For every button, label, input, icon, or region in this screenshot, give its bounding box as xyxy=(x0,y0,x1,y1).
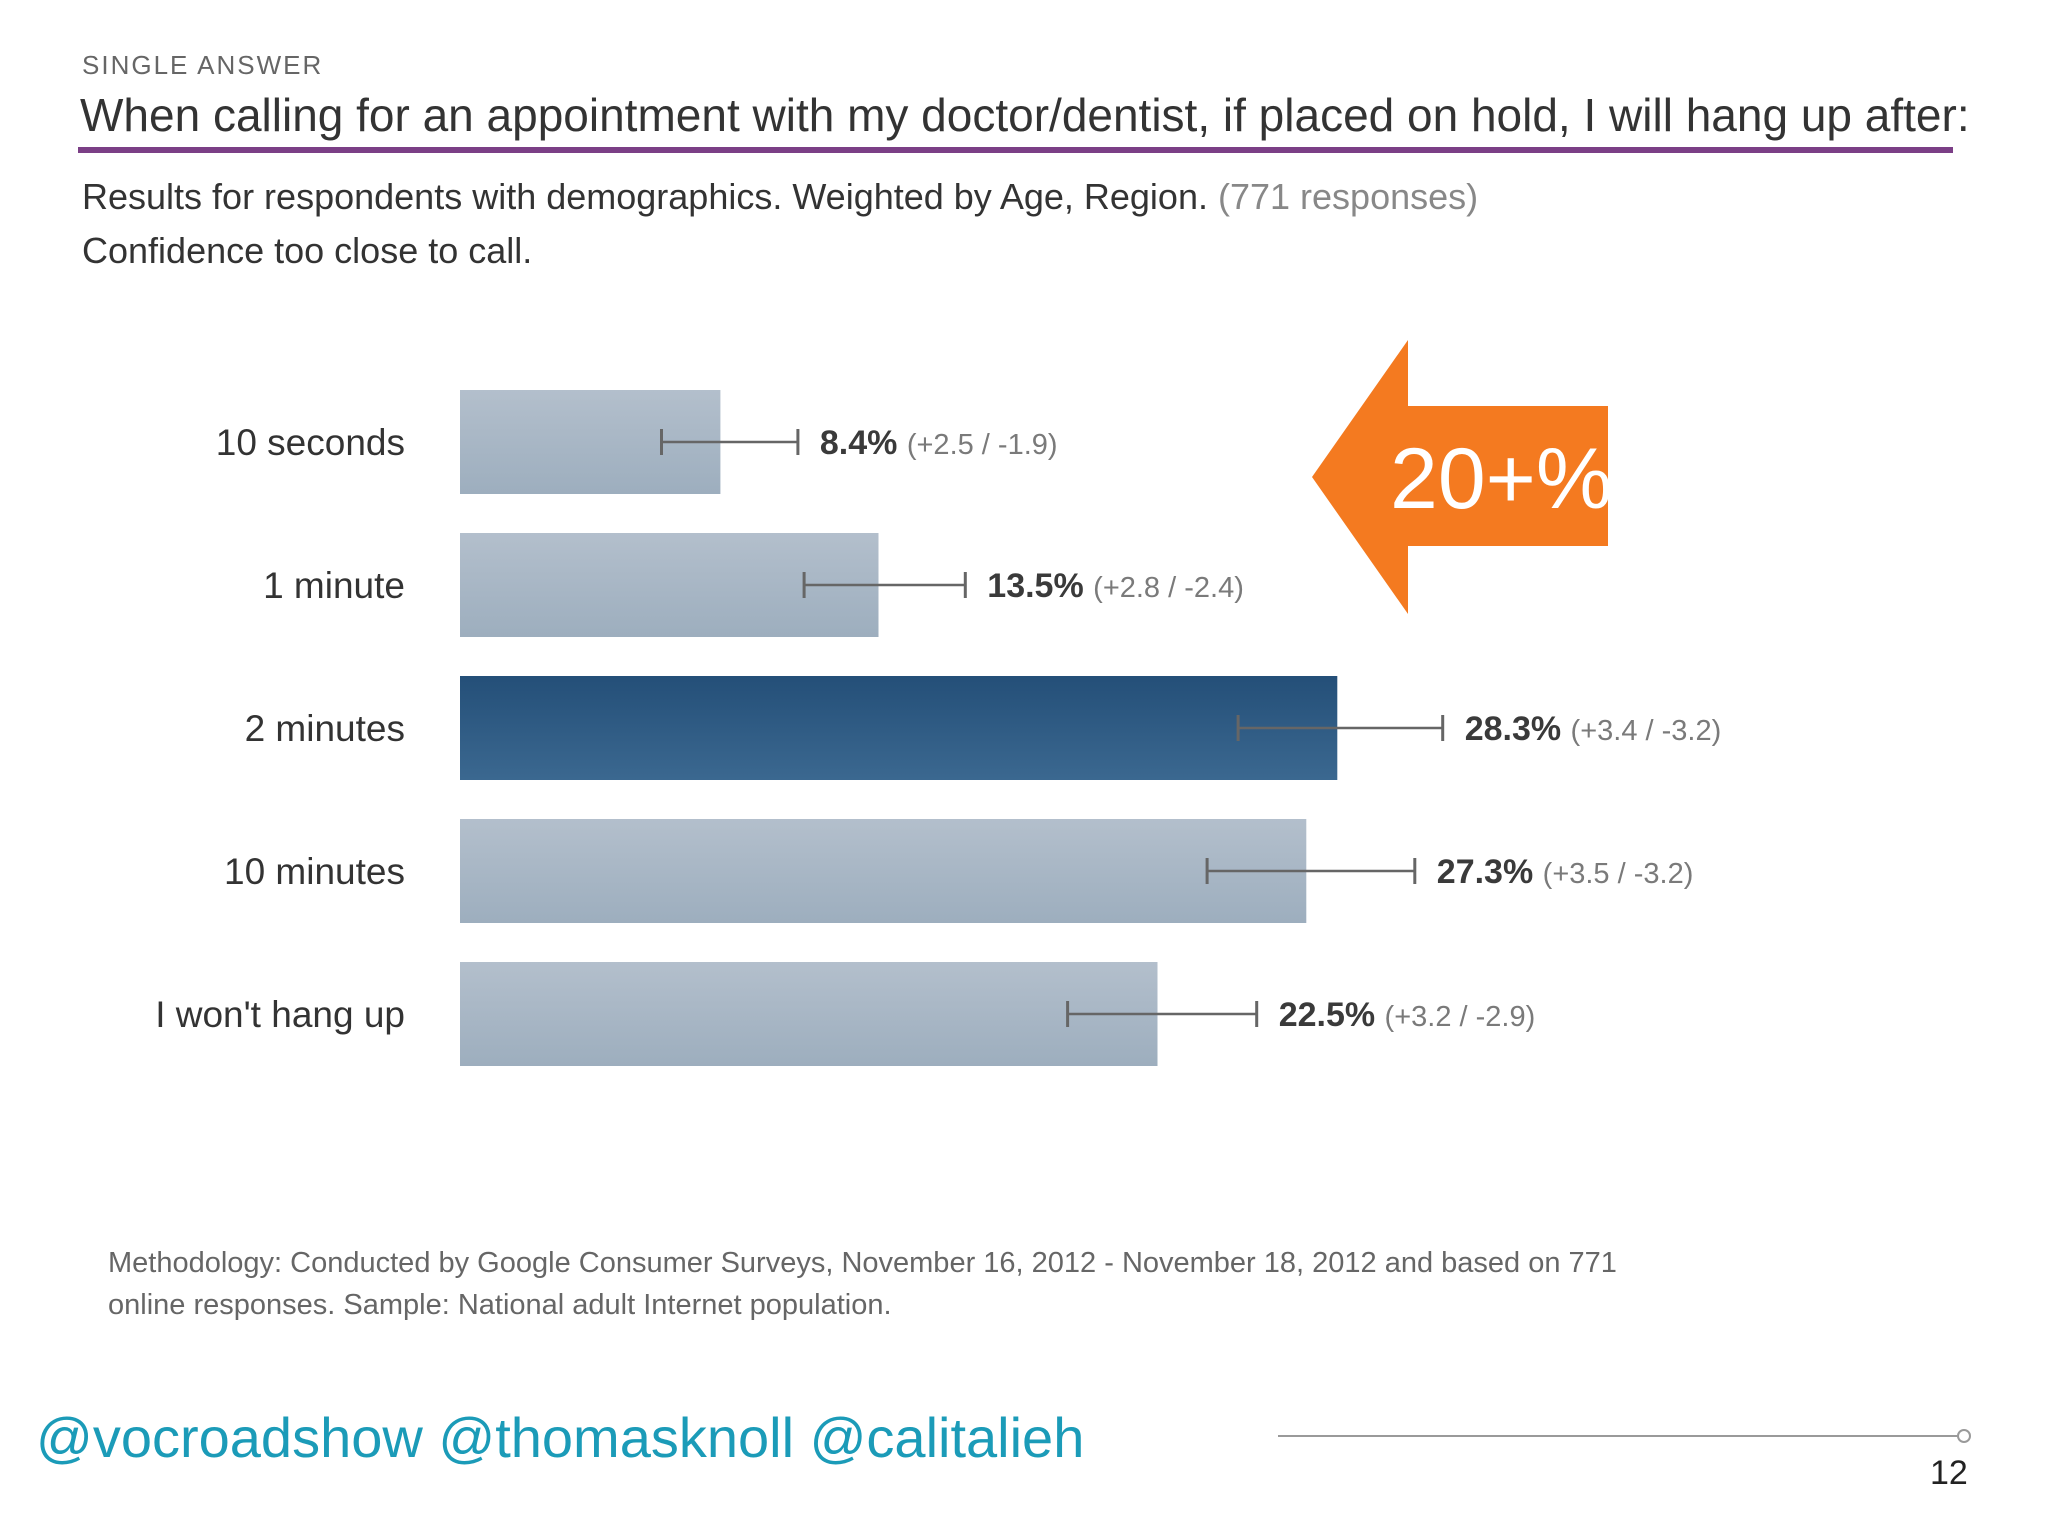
twitter-handles: @vocroadshow @thomasknoll @calitalieh xyxy=(36,1406,1085,1469)
bar-10-minutes xyxy=(460,819,1307,923)
subtitle-text: Results for respondents with demographic… xyxy=(82,176,1208,217)
value-percent: 27.3% xyxy=(1437,853,1543,891)
page-number: 12 xyxy=(1930,1454,1968,1492)
error-range: (+3.4 / -3.2) xyxy=(1571,715,1722,747)
value-percent: 22.5% xyxy=(1279,996,1385,1034)
callout-arrow xyxy=(1312,340,1608,614)
category-label-10-minutes: 10 minutes xyxy=(224,851,405,892)
error-range: (+3.2 / -2.9) xyxy=(1385,1001,1536,1033)
callout-arrow-shape xyxy=(1312,340,1608,614)
footer-line xyxy=(1278,1435,1960,1437)
methodology-note: Methodology: Conducted by Google Consume… xyxy=(108,1247,1617,1321)
category-label-i-won-t-hang-up: I won't hang up xyxy=(155,994,405,1035)
value-label-1-minute: 13.5% (+2.8 / -2.4) xyxy=(987,567,1244,605)
value-label-10-seconds: 8.4% (+2.5 / -1.9) xyxy=(820,424,1058,462)
title-divider xyxy=(78,147,1953,153)
value-label-2-minutes: 28.3% (+3.4 / -3.2) xyxy=(1465,710,1722,748)
value-percent: 13.5% xyxy=(987,567,1093,605)
response-count: (771 responses) xyxy=(1217,176,1479,217)
error-range: (+2.5 / -1.9) xyxy=(907,429,1058,461)
question-title: When calling for an appointment with my … xyxy=(80,89,1970,141)
category-label-1-minute: 1 minute xyxy=(263,565,405,606)
value-percent: 28.3% xyxy=(1465,710,1571,748)
footer-dot xyxy=(1957,1429,1971,1443)
error-range: (+2.8 / -2.4) xyxy=(1093,572,1244,604)
results-subtitle: Results for respondents with demographic… xyxy=(82,176,1478,218)
callout-label: 20+% xyxy=(1390,431,1613,527)
category-label-10-seconds: 10 seconds xyxy=(216,422,405,463)
bar-2-minutes xyxy=(460,676,1338,780)
value-percent: 8.4% xyxy=(820,424,907,462)
value-label-10-minutes: 27.3% (+3.5 / -3.2) xyxy=(1437,853,1694,891)
category-label-2-minutes: 2 minutes xyxy=(245,708,405,749)
question-type-label: SINGLE ANSWER xyxy=(82,50,324,80)
error-range: (+3.5 / -3.2) xyxy=(1543,858,1694,890)
confidence-note: Confidence too close to call. xyxy=(82,230,533,271)
bar-i-won-t-hang-up xyxy=(460,962,1158,1066)
value-label-i-won-t-hang-up: 22.5% (+3.2 / -2.9) xyxy=(1279,996,1536,1034)
